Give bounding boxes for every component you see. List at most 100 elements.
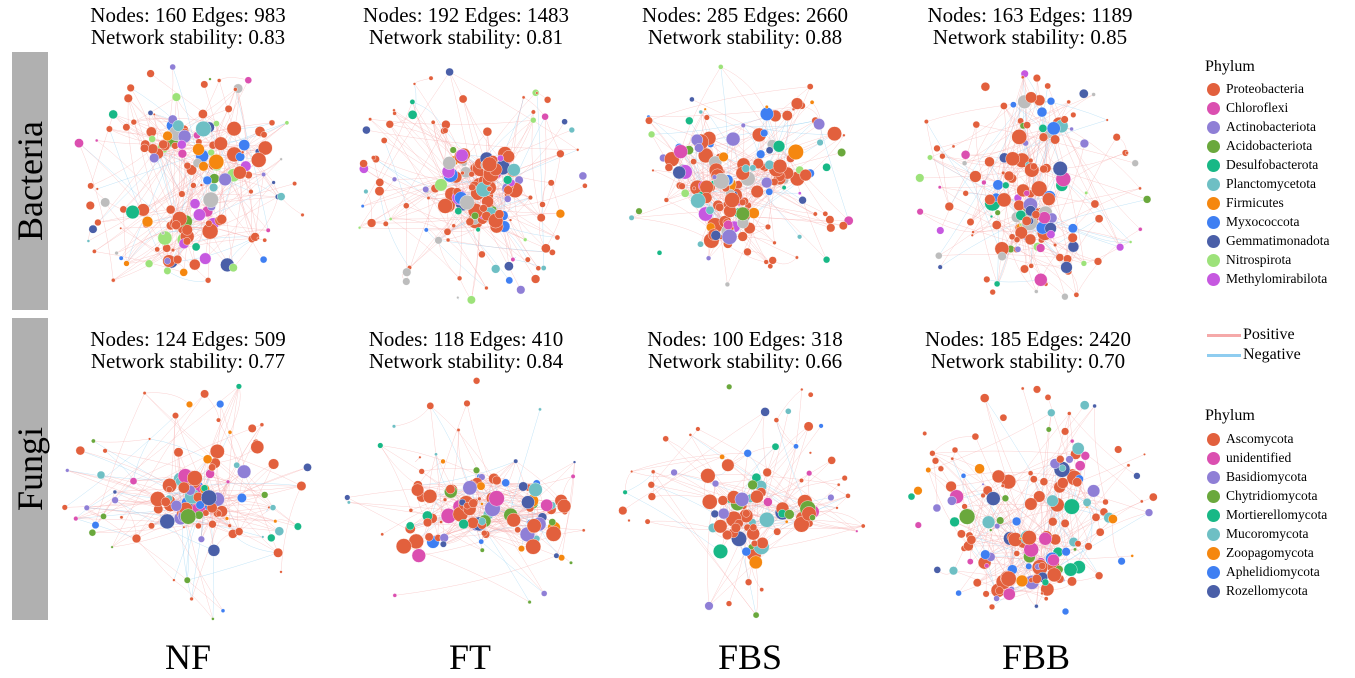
network-node <box>994 281 1000 287</box>
network-node <box>1014 237 1020 243</box>
bacteria-legend-item: Desulfobacterota <box>1207 157 1318 173</box>
network-node <box>1037 107 1047 117</box>
network-node <box>1131 554 1134 557</box>
network-node <box>1062 547 1071 556</box>
network-node <box>807 84 813 90</box>
network-node <box>1095 572 1103 580</box>
network-node <box>945 202 954 211</box>
network-edge <box>458 430 469 488</box>
network-node <box>651 470 655 474</box>
network-node <box>506 277 513 284</box>
network-node <box>84 505 90 511</box>
network-node <box>497 155 503 161</box>
network-node <box>266 228 270 232</box>
network-node <box>1068 241 1079 252</box>
network-node <box>269 120 275 126</box>
network-node <box>148 144 158 154</box>
network-node <box>461 171 465 175</box>
network-node <box>741 123 746 128</box>
legend-swatch <box>1207 452 1220 465</box>
network-node <box>1056 254 1064 262</box>
legend-swatch <box>1207 159 1220 172</box>
network-node <box>1134 473 1141 480</box>
network-node <box>164 267 171 274</box>
network-node <box>722 459 735 472</box>
network-node <box>763 468 772 477</box>
network-node <box>173 579 176 582</box>
network-node <box>155 247 160 252</box>
network-node <box>993 180 1003 190</box>
network-node <box>555 235 560 240</box>
network-node <box>184 577 190 583</box>
network-edge <box>776 420 796 446</box>
network-node <box>1108 514 1117 523</box>
network-node <box>696 427 701 432</box>
network-node <box>1059 465 1066 472</box>
network-node <box>191 183 197 189</box>
fungi-legend-item: Rozellomycota <box>1207 583 1308 599</box>
network-node <box>111 278 115 282</box>
network-node <box>990 289 996 295</box>
network-node <box>219 173 232 186</box>
network-node <box>839 222 847 230</box>
network-node <box>1103 499 1109 505</box>
network-node <box>774 418 779 423</box>
legend-swatch <box>1207 121 1220 134</box>
network-node <box>1062 293 1069 300</box>
network-node <box>386 120 394 128</box>
network-node <box>1140 500 1143 503</box>
network-node <box>935 252 942 259</box>
legend-swatch <box>1207 235 1220 248</box>
network-bacteria-fbb <box>916 70 1152 300</box>
network-node <box>1125 151 1128 154</box>
network-node <box>957 530 965 538</box>
network-edge <box>625 472 632 493</box>
network-node <box>261 132 267 138</box>
edge-legend-positive: Positive <box>1207 326 1295 344</box>
network-node <box>190 199 200 209</box>
network-node <box>1047 122 1060 135</box>
network-node <box>467 296 475 304</box>
network-node <box>548 180 554 186</box>
network-node <box>187 471 202 486</box>
bacteria-legend-item: Nitrospirota <box>1207 252 1291 268</box>
column-label-fbb: FBB <box>936 636 1136 678</box>
network-node <box>393 593 397 597</box>
network-node <box>161 497 170 506</box>
network-node <box>763 498 772 507</box>
network-node <box>725 282 730 287</box>
network-node <box>419 469 425 475</box>
network-node <box>142 216 153 227</box>
network-node <box>249 189 254 194</box>
network-node <box>773 140 785 152</box>
network-node <box>619 506 628 515</box>
network-node <box>237 493 246 502</box>
network-node <box>1047 568 1061 582</box>
network-edge <box>1062 126 1141 229</box>
network-node <box>408 110 417 119</box>
network-node <box>1041 592 1044 595</box>
network-node <box>823 163 831 171</box>
bacteria-legend-item: Myxococcota <box>1207 214 1299 230</box>
network-node <box>216 418 220 422</box>
network-node <box>1068 224 1077 233</box>
network-node <box>808 392 813 397</box>
network-node <box>959 509 975 525</box>
network-node <box>630 470 633 473</box>
network-node <box>1145 509 1153 517</box>
network-node <box>273 548 282 557</box>
network-node <box>182 225 193 236</box>
network-node <box>166 205 175 214</box>
network-node <box>1080 139 1089 148</box>
network-node <box>967 218 974 225</box>
network-node <box>149 136 156 143</box>
network-node <box>1039 562 1046 569</box>
legend-swatch <box>1207 197 1220 210</box>
network-node <box>179 191 186 198</box>
legend-label: Chytridiomycota <box>1226 488 1318 504</box>
legend-swatch <box>1207 83 1220 96</box>
network-node <box>74 516 79 521</box>
network-node <box>443 156 456 169</box>
network-node <box>216 400 224 408</box>
network-node <box>1064 563 1077 576</box>
